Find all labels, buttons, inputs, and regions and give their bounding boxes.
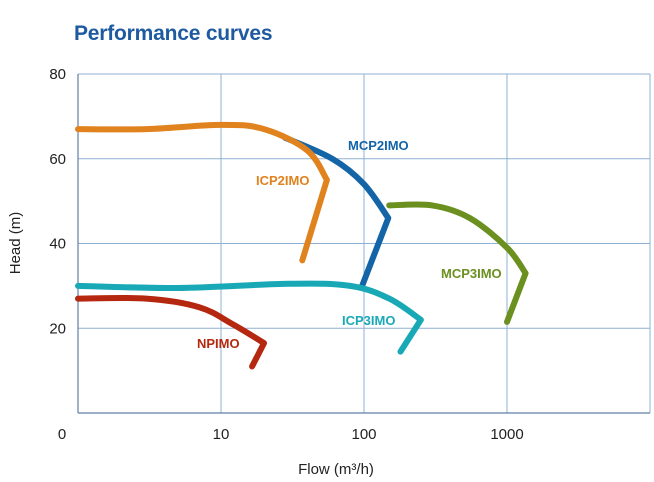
series-label-mcp3imo: MCP3IMO xyxy=(441,266,502,281)
series-label-npimo: NPIMO xyxy=(197,336,240,351)
x-tick-label: 100 xyxy=(351,426,376,443)
series-line-mcp2imo xyxy=(281,134,392,289)
y-axis-label: Head (m) xyxy=(7,212,24,275)
y-tick-label: 20 xyxy=(49,320,66,337)
y-tick-label: 60 xyxy=(49,151,66,168)
ticks-layer: 20 40 60 80 0 10 100 1000 xyxy=(49,66,523,443)
series-label-icp3imo: ICP3IMO xyxy=(342,313,395,328)
x-tick-label: 10 xyxy=(213,426,230,443)
chart-title: Performance curves xyxy=(74,22,273,45)
labels-layer: MCP2IMO MCP3IMO ICP2IMO ICP3IMO NPIMO xyxy=(197,138,502,351)
series-line-mcp3imo xyxy=(386,201,529,325)
y-tick-label: 40 xyxy=(49,236,66,253)
x-tick-label: 0 xyxy=(58,426,66,443)
series-line-icp3imo xyxy=(75,280,424,355)
series-line-npimo xyxy=(75,294,267,370)
series-label-mcp2imo: MCP2IMO xyxy=(348,138,409,153)
series-layer xyxy=(75,121,529,370)
series-label-icp2imo: ICP2IMO xyxy=(256,173,309,188)
x-tick-label: 1000 xyxy=(490,426,523,443)
x-axis-label: Flow (m³/h) xyxy=(298,461,374,478)
y-tick-label: 80 xyxy=(49,66,66,83)
grid xyxy=(77,73,651,414)
series-line-icp2imo xyxy=(75,121,330,264)
